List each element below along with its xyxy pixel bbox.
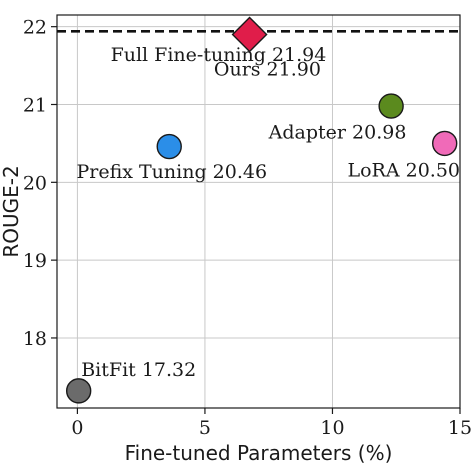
x-tick-label: 15 [448,417,472,439]
y-tick-label: 18 [23,328,47,350]
data-point-label: BitFit 17.32 [81,359,196,381]
x-tick-label: 0 [71,417,83,439]
y-tick-label: 22 [23,17,47,39]
data-point-label: LoRA 20.50 [347,160,460,182]
x-tick-label: 10 [320,417,344,439]
y-tick-label: 21 [23,94,47,116]
y-tick-label: 20 [23,172,47,194]
data-point [65,378,92,404]
axis-ticks: 0 5 10 15 18 19 20 21 22 [23,17,472,439]
x-axis-title: Fine-tuned Parameters (%) [125,441,393,465]
y-axis-title: ROUGE-2 [0,165,23,257]
data-point [431,130,458,157]
data-points [65,16,458,404]
data-point-diamond [231,16,268,53]
data-point [156,133,182,160]
data-point-label: Ours 21.90 [214,58,321,80]
data-point [378,93,404,119]
x-tick-label: 5 [199,417,211,439]
data-point-label: Prefix Tuning 20.46 [76,161,267,183]
data-point-label: Adapter 20.98 [268,122,407,144]
reference-line-label: Full Fine-tuning 21.94 [111,44,327,66]
plot-frame [56,14,461,409]
y-tick-label: 19 [23,250,47,272]
